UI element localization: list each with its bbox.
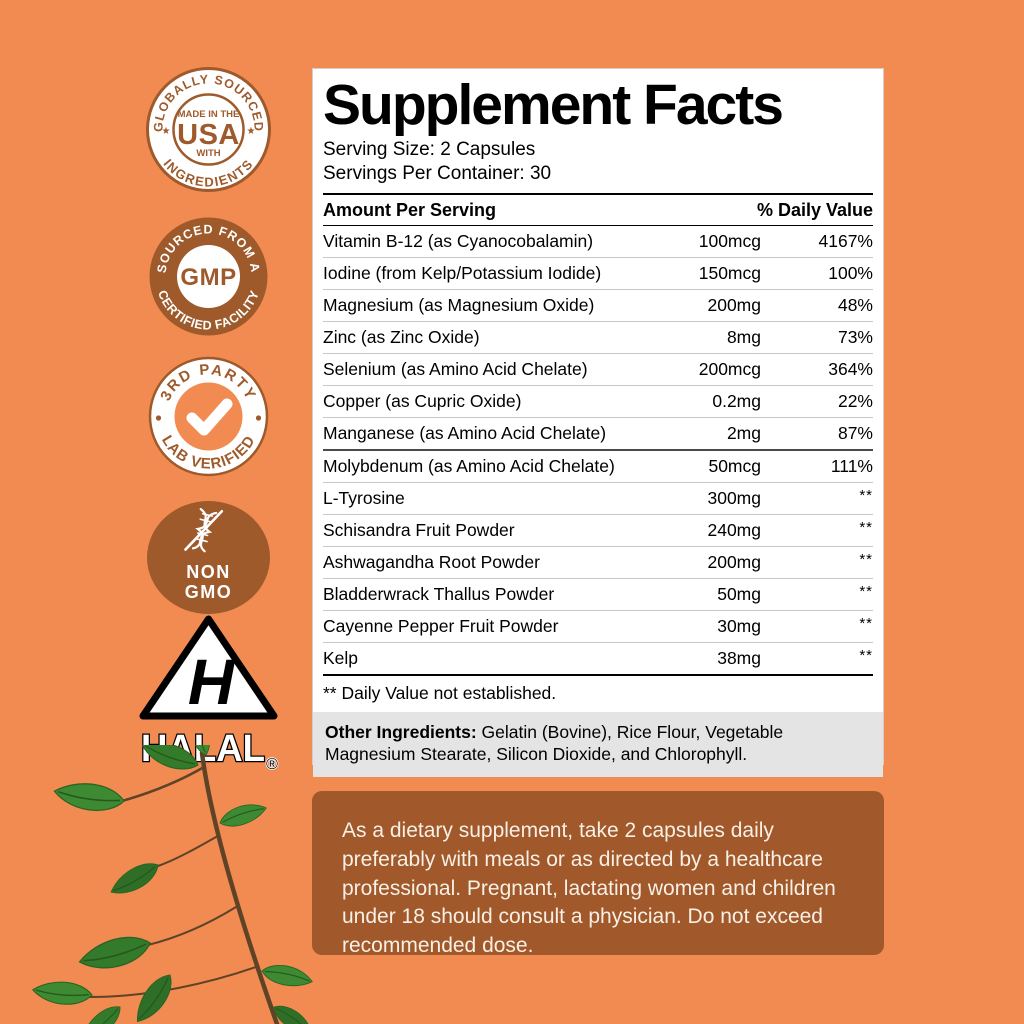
lab-verified-badge: 3RD PARTY LAB VERIFIED xyxy=(148,356,269,477)
nutrient-name: Iodine (from Kelp/Potassium Iodide) xyxy=(323,262,602,283)
gmp-badge-center-text: GMP xyxy=(180,264,236,291)
nutrient-name: Manganese (as Amino Acid Chelate) xyxy=(323,422,607,443)
nutrient-daily-value: 4167% xyxy=(818,230,874,251)
lab-badge-inner-circle xyxy=(174,382,243,451)
nutrient-amount: 300mg xyxy=(707,487,761,508)
servings-per-container: Servings Per Container: 30 xyxy=(323,163,552,185)
usa-badge-ring xyxy=(146,67,271,192)
non-gmo-badge-circle xyxy=(147,501,270,614)
nutrient-amount: 30mg xyxy=(717,615,761,636)
nutrient-amount: 50mg xyxy=(717,583,761,604)
nutrient-daily-value: ** xyxy=(859,582,873,600)
usa-badge-line3: WITH xyxy=(196,148,220,159)
usa-badge-line1: MADE IN THE xyxy=(178,109,240,120)
serving-size: Serving Size: 2 Capsules xyxy=(323,139,536,160)
gmp-badge-inner-circle xyxy=(177,245,240,308)
divider-heavy xyxy=(323,192,873,195)
nutrient-name: Copper (as Cupric Oxide) xyxy=(323,390,522,411)
facts-table-body: Vitamin B-12 (as Cyanocobalamin) 100mcg … xyxy=(323,226,873,674)
nutrient-daily-value: 111% xyxy=(830,455,873,476)
other-ingredients-label: Other Ingredients: xyxy=(325,721,477,742)
table-row: Molybdenum (as Amino Acid Chelate) 50mcg… xyxy=(323,448,873,482)
nutrient-name: Selenium (as Amino Acid Chelate) xyxy=(323,358,588,379)
non-gmo-badge: NON GMO xyxy=(147,501,270,614)
halal-triangle xyxy=(139,615,278,720)
nutrient-name: Molybdenum (as Amino Acid Chelate) xyxy=(323,455,615,476)
supplement-facts-panel: Supplement Facts Serving Size: 2 Capsule… xyxy=(312,68,884,778)
lab-badge-dot-left xyxy=(155,415,162,421)
branch-stem xyxy=(89,750,280,1024)
table-row: Ashwagandha Root Powder 200mg ** xyxy=(323,545,873,578)
nutrient-daily-value: ** xyxy=(859,550,873,568)
table-row: Selenium (as Amino Acid Chelate) 200mcg … xyxy=(323,352,873,385)
daily-value-footnote: ** Daily Value not established. xyxy=(323,673,873,712)
dna-crossed-icon xyxy=(184,507,224,553)
column-header-daily-value: % Daily Value xyxy=(756,199,873,220)
nutrient-name: Ashwagandha Root Powder xyxy=(323,551,540,572)
nutrient-amount: 8mg xyxy=(726,326,761,347)
nutrient-amount: 2mg xyxy=(726,422,761,443)
leaves xyxy=(31,745,318,1024)
table-row: Copper (as Cupric Oxide) 0.2mg 22% xyxy=(323,384,873,417)
usa-badge-inner-ring xyxy=(172,93,245,166)
nutrient-name: Zinc (as Zinc Oxide) xyxy=(323,326,480,347)
table-row: Zinc (as Zinc Oxide) 8mg 73% xyxy=(323,320,873,353)
non-gmo-line2: GMO xyxy=(185,582,233,602)
table-row: Cayenne Pepper Fruit Powder 30mg ** xyxy=(323,609,873,642)
nutrient-amount: 150mcg xyxy=(698,262,761,283)
panel-title: Supplement Facts xyxy=(323,73,784,137)
plant-branch-illustration xyxy=(31,745,318,1024)
table-row: Manganese (as Amino Acid Chelate) 2mg 87… xyxy=(323,416,873,449)
table-row: Kelp 38mg ** xyxy=(323,641,873,674)
nutrient-name: L-Tyrosine xyxy=(323,487,405,508)
table-header-row: Amount Per Serving % Daily Value xyxy=(323,195,873,226)
nutrient-daily-value: ** xyxy=(859,518,873,536)
table-row: Schisandra Fruit Powder 240mg ** xyxy=(323,513,873,546)
non-gmo-line1: NON xyxy=(186,562,231,582)
table-row: Vitamin B-12 (as Cyanocobalamin) 100mcg … xyxy=(323,226,873,257)
column-header-amount: Amount Per Serving xyxy=(323,199,497,220)
nutrient-amount: 100mcg xyxy=(698,230,761,251)
serving-info: Serving Size: 2 Capsules Servings Per Co… xyxy=(323,138,873,187)
other-ingredients-box: Other Ingredients: Gelatin (Bovine), Ric… xyxy=(313,711,883,778)
nutrient-amount: 38mg xyxy=(717,647,761,668)
nutrient-amount: 200mcg xyxy=(698,358,761,379)
nutrient-amount: 0.2mg xyxy=(712,390,761,411)
nutrient-name: Schisandra Fruit Powder xyxy=(323,519,515,540)
other-ingredients-text: Gelatin (Bovine), Rice Flour, Vegetable … xyxy=(325,721,784,765)
usa-badge-line2: USA xyxy=(177,119,240,151)
table-row: Magnesium (as Magnesium Oxide) 200mg 48% xyxy=(323,288,873,321)
directions-box: As a dietary supplement, take 2 capsules… xyxy=(312,791,884,958)
nutrient-daily-value: ** xyxy=(859,614,873,632)
usa-badge-star-left-icon: ★ xyxy=(162,126,171,137)
nutrient-name: Bladderwrack Thallus Powder xyxy=(323,583,555,604)
table-row: Iodine (from Kelp/Potassium Iodide) 150m… xyxy=(323,256,873,289)
nutrient-name: Kelp xyxy=(323,647,359,668)
nutrient-amount: 240mg xyxy=(707,519,761,540)
directions-text: As a dietary supplement, take 2 capsules… xyxy=(342,819,836,958)
table-row: Bladderwrack Thallus Powder 50mg ** xyxy=(323,577,873,610)
checkmark-icon xyxy=(186,398,233,436)
nutrient-daily-value: 48% xyxy=(837,294,873,315)
nutrient-daily-value: 364% xyxy=(828,358,873,379)
table-row: L-Tyrosine 300mg ** xyxy=(323,481,873,514)
nutrient-name: Magnesium (as Magnesium Oxide) xyxy=(323,294,595,315)
nutrient-daily-value: 100% xyxy=(828,262,873,283)
nutrient-amount: 200mg xyxy=(707,294,761,315)
gmp-certified-badge: SOURCED FROM A CERTIFIED FACILITY GMP xyxy=(149,217,268,336)
nutrient-name: Cayenne Pepper Fruit Powder xyxy=(323,615,559,636)
nutrient-daily-value: 73% xyxy=(837,326,873,347)
nutrient-name: Vitamin B-12 (as Cyanocobalamin) xyxy=(323,230,594,251)
lab-badge-dot-right xyxy=(255,415,262,421)
made-in-usa-badge: GLOBALLY SOURCED INGREDIENTS MADE IN THE… xyxy=(146,67,271,192)
nutrient-amount: 50mcg xyxy=(708,455,761,476)
nutrient-daily-value: 22% xyxy=(837,390,873,411)
nutrient-amount: 200mg xyxy=(707,551,761,572)
nutrient-daily-value: ** xyxy=(859,646,873,664)
nutrient-daily-value: 87% xyxy=(837,422,873,443)
usa-badge-star-right-icon: ★ xyxy=(247,126,256,137)
halal-letter-h: H xyxy=(188,646,236,718)
nutrient-daily-value: ** xyxy=(859,486,873,504)
registered-trademark-icon: ® xyxy=(266,756,278,773)
